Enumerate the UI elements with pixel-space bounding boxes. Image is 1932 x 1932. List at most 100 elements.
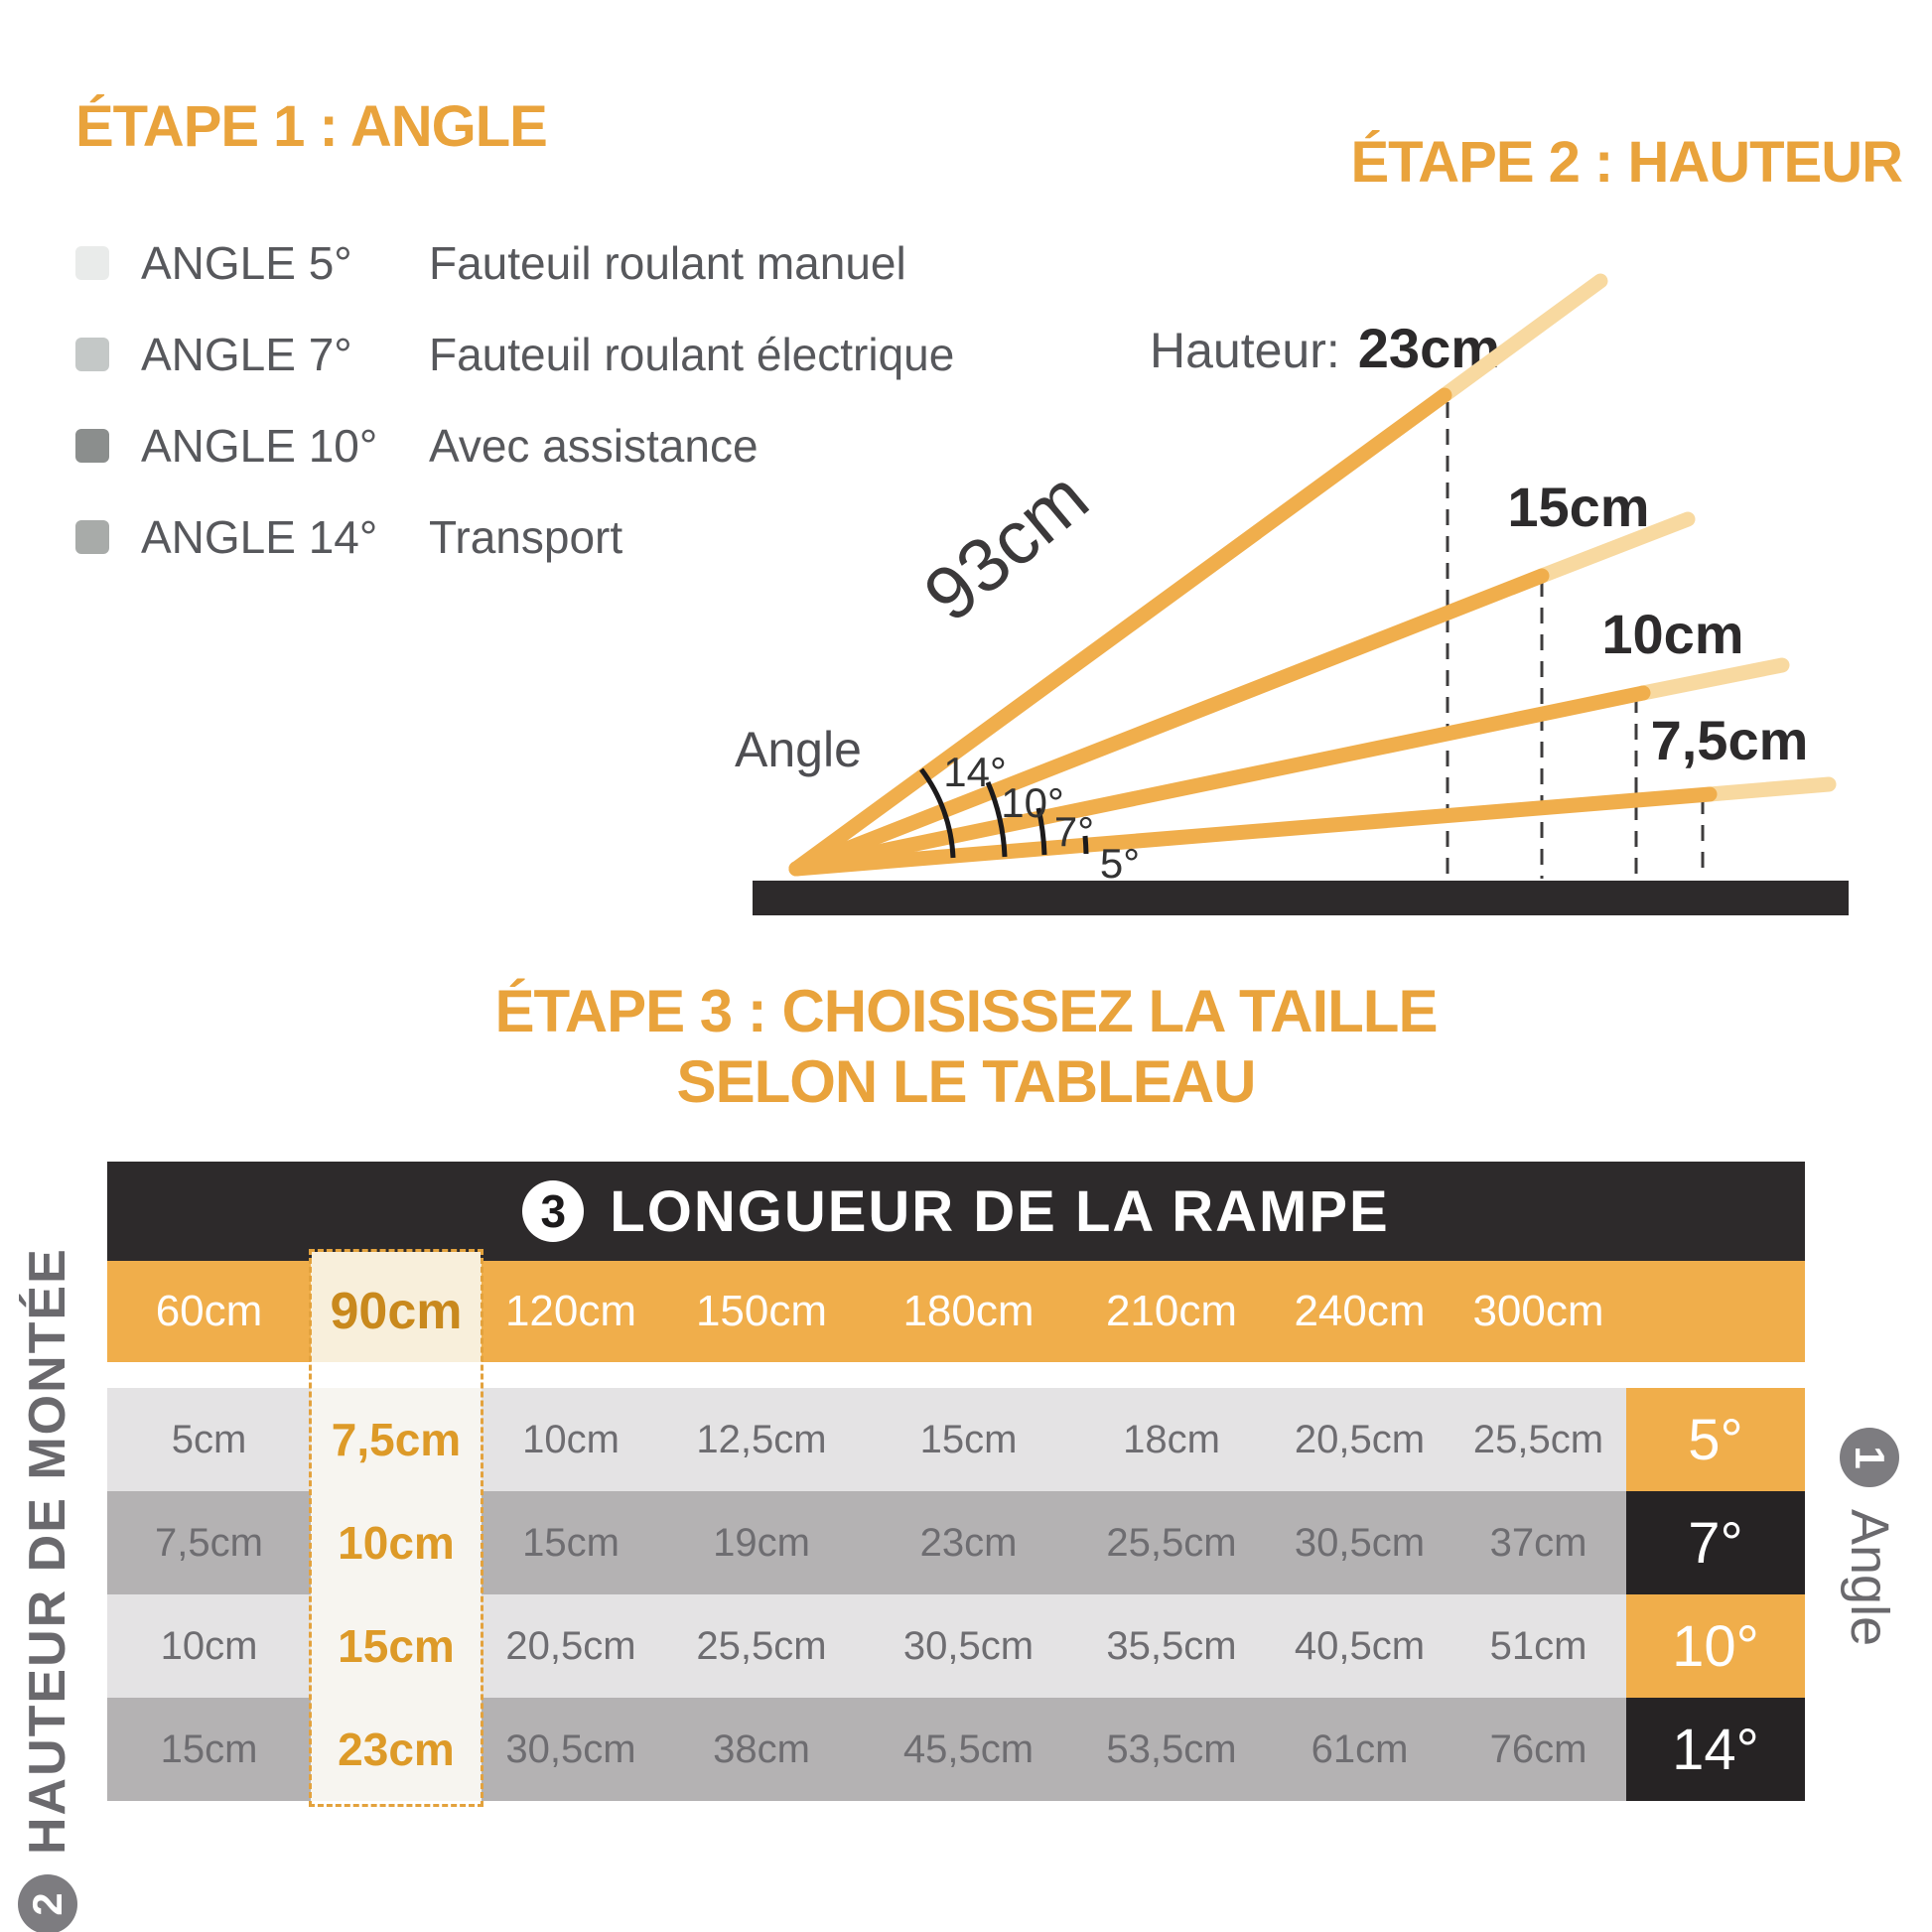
legend-item: ANGLE 10° Avec assistance	[75, 419, 954, 473]
table-cell: 61cm	[1311, 1726, 1409, 1771]
height-dashed-lines	[1446, 402, 1705, 879]
table-cell: 20,5cm	[505, 1623, 636, 1668]
table-cell: 15cm	[311, 1594, 482, 1698]
table-row: 15cm 23cm 30,5cm 38cm 45,5cm 53,5cm 61cm 76cm 14…	[107, 1698, 1805, 1801]
table-cell: 18cm	[1123, 1417, 1220, 1461]
legend-item: ANGLE 7° Fauteuil roulant électrique	[75, 328, 954, 381]
right-axis-inner: 1 Angle	[1832, 1428, 1907, 1855]
table-cell: 20,5cm	[1294, 1417, 1426, 1461]
left-axis-badge: 2	[18, 1874, 77, 1932]
step2-title: ÉTAPE 2 : HAUTEUR	[1350, 130, 1903, 195]
table-cell: 30,5cm	[902, 1623, 1035, 1668]
ramp-pale-tips	[1437, 273, 1837, 802]
legend-item: ANGLE 5° Fauteuil roulant manuel	[75, 236, 954, 290]
legend-angle-desc: Fauteuil roulant manuel	[429, 237, 906, 289]
table-cell: 7,5cm	[155, 1520, 263, 1565]
table-cell: 38cm	[713, 1726, 810, 1771]
table-cell: 76cm	[1489, 1726, 1587, 1771]
height-label-7-5: 7,5cm	[1651, 709, 1809, 771]
table-cell: 12,5cm	[696, 1417, 827, 1461]
table-cell: 23cm	[919, 1520, 1018, 1565]
column-header-angle-spacer	[1626, 1261, 1805, 1362]
ramp-angle-diagram: 93cm Angle 14° 10° 7° 5° 15cm 10cm 7,5cm	[735, 273, 1849, 915]
table-gap-row	[107, 1362, 1805, 1388]
table-cell: 25,5cm	[696, 1623, 827, 1668]
step3-title: ÉTAPE 3 : CHOISISSEZ LA TAILLE SELON LE …	[117, 977, 1815, 1118]
table-size-header-row: 60cm 90cm 120cm 150cm 180cm 210cm 240cm 300cm	[107, 1261, 1805, 1362]
height-callout-label: Hauteur:	[1150, 323, 1340, 378]
table-cell: 35,5cm	[1106, 1623, 1237, 1668]
left-axis-label: HAUTEUR DE MONTÉE	[19, 1247, 76, 1855]
table-cell: 15cm	[522, 1520, 620, 1565]
angle-cell-7°: 7°	[1626, 1491, 1805, 1594]
table-cell: 51cm	[1489, 1623, 1587, 1668]
angle-swatch	[75, 520, 109, 554]
right-axis-badge: 1	[1840, 1428, 1899, 1487]
column-header-240cm: 240cm	[1294, 1287, 1426, 1335]
table-cell: 23cm	[311, 1698, 482, 1801]
right-axis-label: Angle	[1840, 1509, 1899, 1647]
angle-swatch	[75, 429, 109, 463]
column-header-300cm: 300cm	[1472, 1287, 1604, 1335]
column-header-150cm: 150cm	[695, 1287, 828, 1335]
legend-item: ANGLE 14° Transport	[75, 510, 954, 564]
angle-legend: ANGLE 5° Fauteuil roulant manuel ANGLE 7° F…	[75, 236, 954, 564]
legend-angle-label: ANGLE 10°	[141, 420, 378, 472]
table-row: 5cm 7,5cm 10cm 12,5cm 15cm 18cm 20,5cm 25,5cm 5°	[107, 1388, 1805, 1491]
table-title: LONGUEUR DE LA RAMPE	[610, 1178, 1390, 1244]
table-cell: 37cm	[1489, 1520, 1587, 1565]
table-cell: 15cm	[160, 1726, 258, 1771]
table-cell: 30,5cm	[1294, 1520, 1426, 1565]
ramp-lines	[788, 387, 1718, 877]
left-axis-inner: 2 HAUTEUR DE MONTÉE	[12, 1173, 83, 1932]
angle-cell-14°: 14°	[1626, 1698, 1805, 1801]
legend-angle-label: ANGLE 5°	[141, 237, 352, 289]
legend-angle-label: ANGLE 7°	[141, 329, 352, 380]
table-cell: 10cm	[522, 1417, 620, 1461]
column-header-210cm: 210cm	[1105, 1287, 1238, 1335]
table-cell: 25,5cm	[1106, 1520, 1237, 1565]
table-cell: 15cm	[919, 1417, 1018, 1461]
legend-angle-desc: Avec assistance	[429, 420, 759, 472]
angle-swatch	[75, 338, 109, 371]
step3-badge: 3	[522, 1180, 585, 1242]
table-cell: 45,5cm	[902, 1726, 1035, 1771]
angle-cell-5°: 5°	[1626, 1388, 1805, 1491]
angle-tick-10: 10°	[1001, 779, 1064, 826]
height-label-10: 10cm	[1601, 603, 1743, 665]
angle-diagram-label: Angle	[735, 722, 862, 777]
table-cell: 25,5cm	[1472, 1417, 1604, 1461]
angle-cell-10°: 10°	[1626, 1594, 1805, 1698]
table-row: 7,5cm 10cm 15cm 19cm 23cm 25,5cm 30,5cm 37cm 7°	[107, 1491, 1805, 1594]
column-header-120cm: 120cm	[504, 1287, 637, 1335]
step3-title-line2: SELON LE TABLEAU	[676, 1047, 1257, 1115]
legend-angle-label: ANGLE 14°	[141, 511, 378, 563]
ramp-length-label: 93cm	[908, 455, 1104, 638]
ground-bar	[753, 881, 1849, 915]
legend-angle-desc: Transport	[429, 511, 623, 563]
column-header-180cm: 180cm	[902, 1287, 1035, 1335]
angle-arcs	[919, 767, 1089, 859]
angle-tick-7: 7°	[1054, 808, 1094, 855]
step3-title-line1: ÉTAPE 3 : CHOISISSEZ LA TAILLE	[494, 978, 1439, 1044]
ramp-size-table: 3 LONGUEUR DE LA RAMPE 60cm 90cm 120cm 150c…	[107, 1162, 1805, 1807]
legend-angle-desc: Fauteuil roulant électrique	[429, 329, 955, 380]
height-label-15: 15cm	[1507, 476, 1649, 538]
table-header-bar: 3 LONGUEUR DE LA RAMPE	[107, 1162, 1805, 1261]
table-cell: 5cm	[171, 1417, 247, 1461]
table-cell: 19cm	[713, 1520, 810, 1565]
angle-swatch	[75, 246, 109, 280]
angle-tick-14: 14°	[943, 749, 1007, 795]
table-cell: 30,5cm	[505, 1726, 636, 1771]
step1-title: ÉTAPE 1 : ANGLE	[75, 94, 548, 159]
angle-tick-5: 5°	[1100, 840, 1140, 887]
table-cell: 10cm	[160, 1623, 258, 1668]
table-cell: 10cm	[311, 1491, 482, 1594]
column-header-60cm: 60cm	[155, 1287, 263, 1335]
table-cell: 40,5cm	[1294, 1623, 1426, 1668]
table-cell: 7,5cm	[311, 1388, 482, 1491]
table-row: 10cm 15cm 20,5cm 25,5cm 30,5cm 35,5cm 40,5cm 51…	[107, 1594, 1805, 1698]
table-cell: 53,5cm	[1106, 1726, 1237, 1771]
column-header-90cm: 90cm	[311, 1261, 482, 1362]
